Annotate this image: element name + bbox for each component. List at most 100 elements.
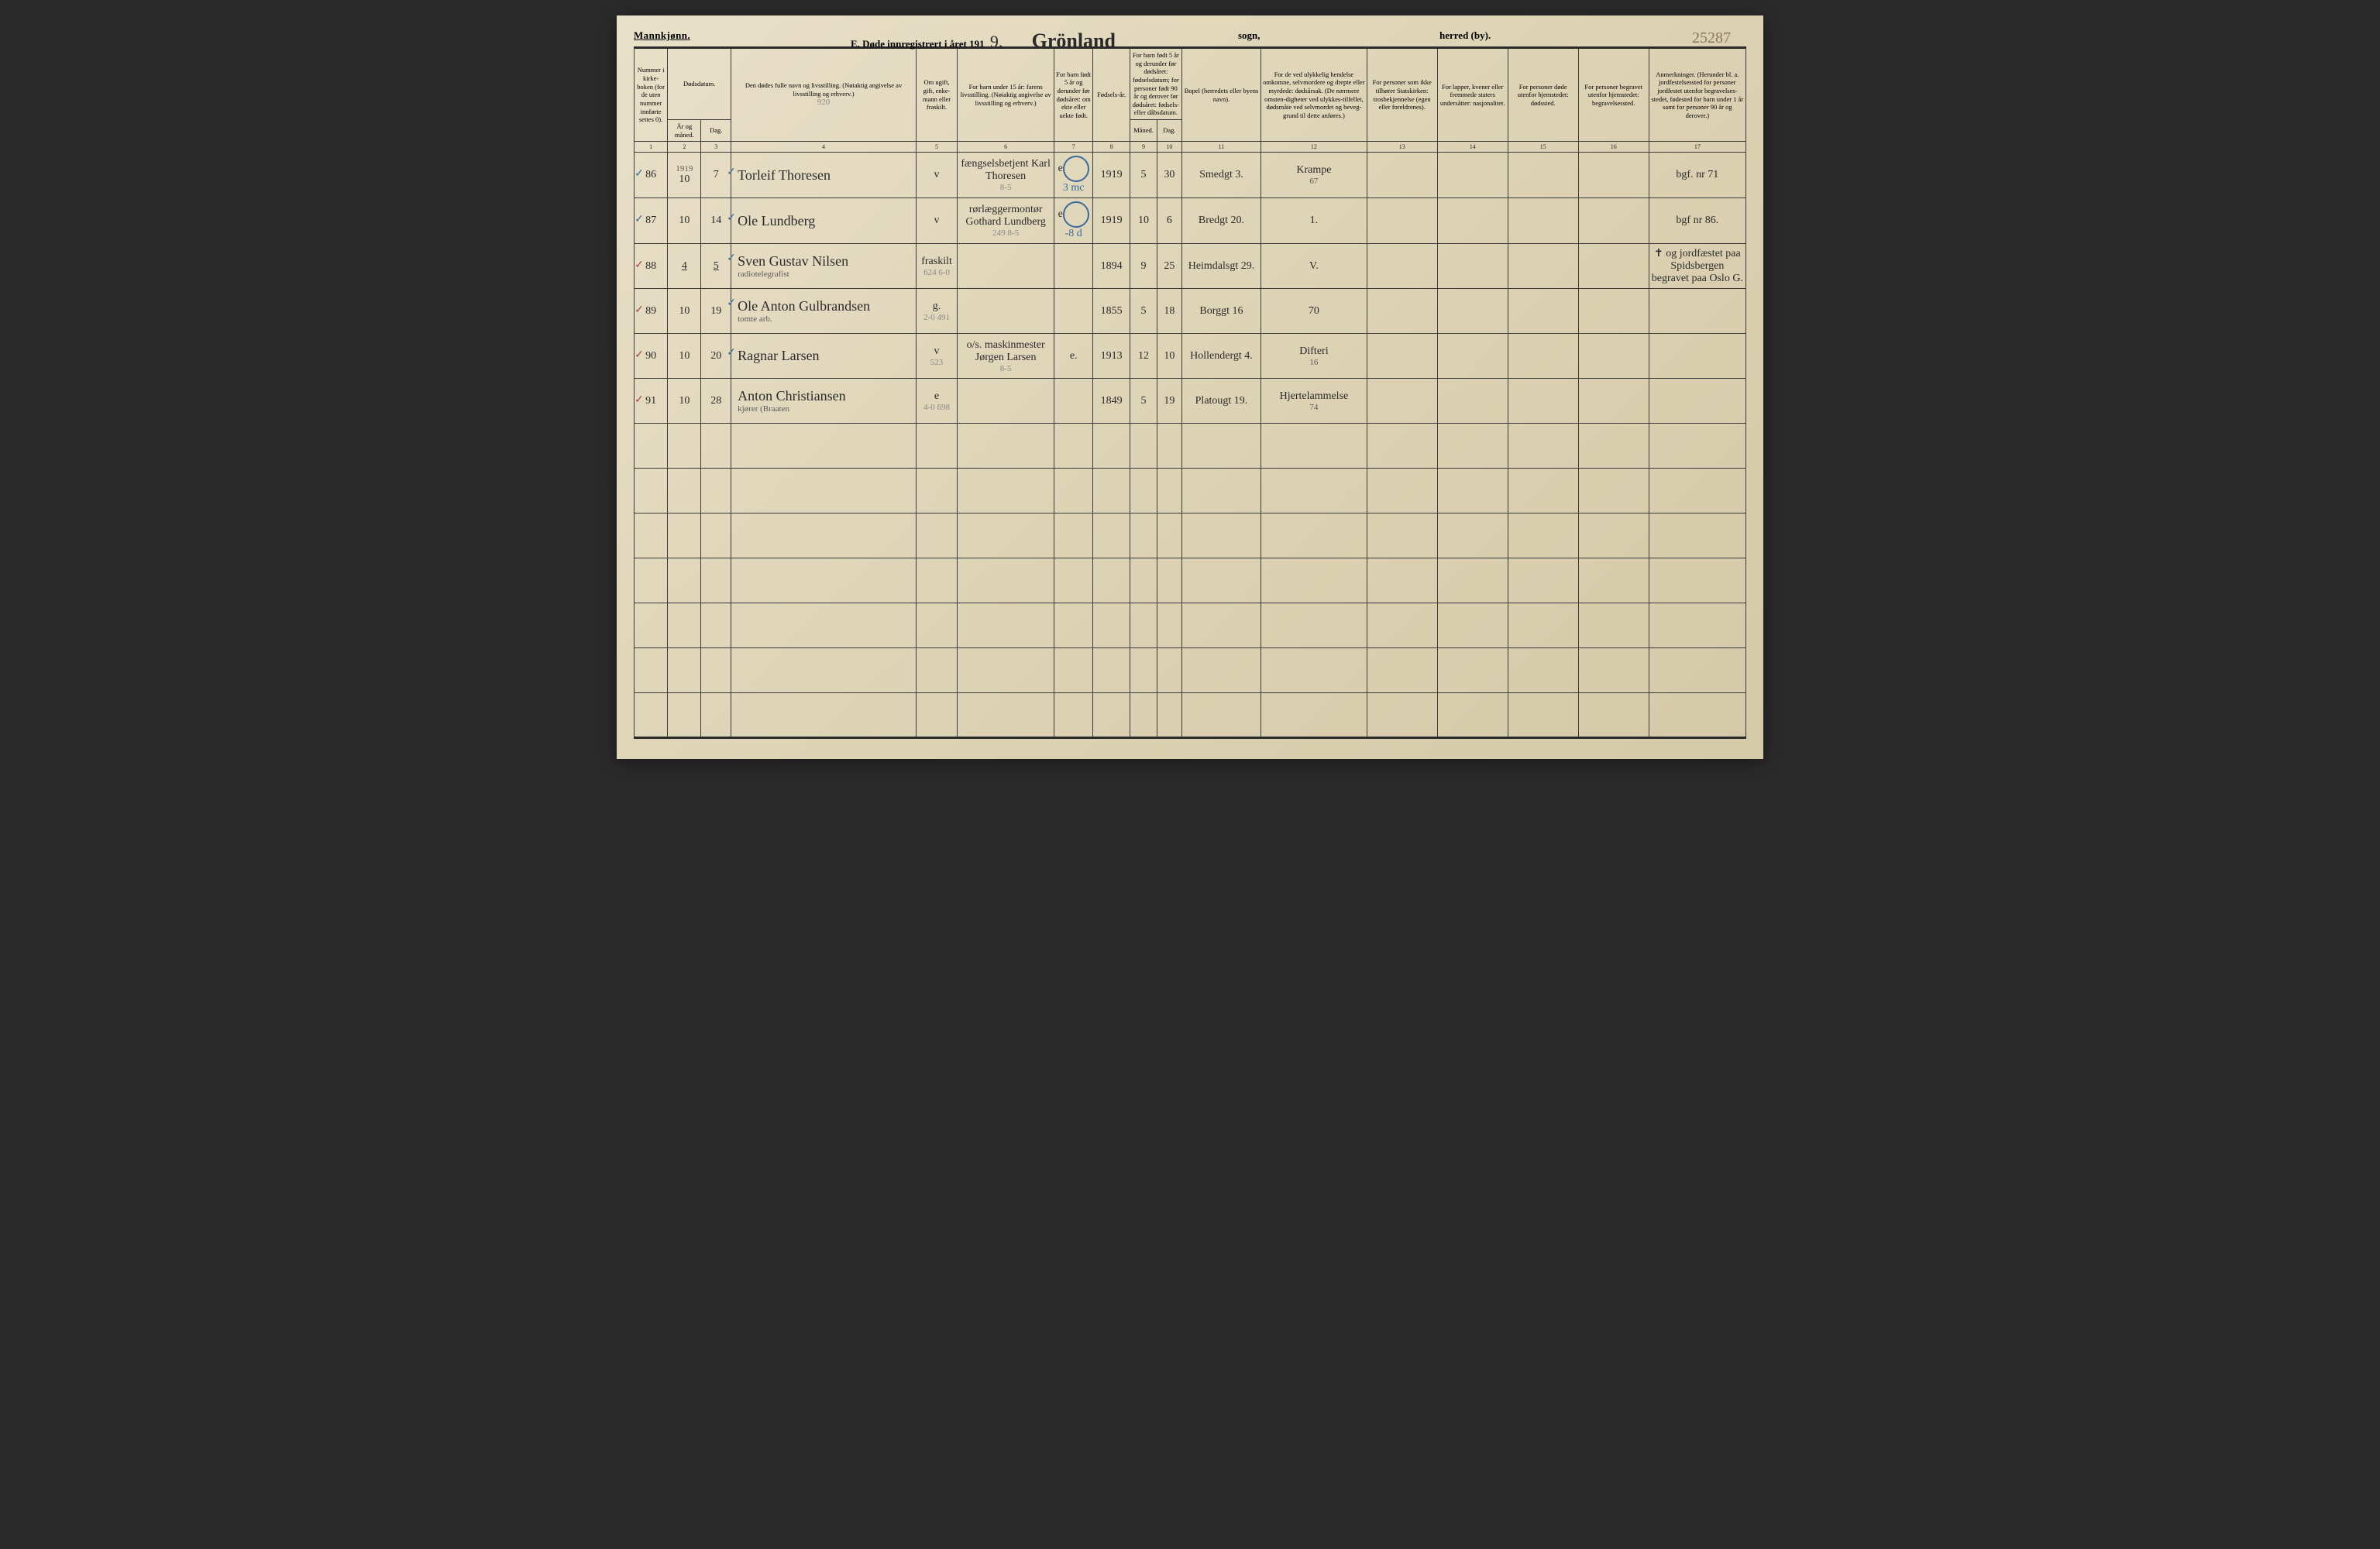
cell-num: ✓91 [635, 379, 668, 424]
cell-father [958, 379, 1054, 424]
hdr-bmonth: Måned. [1130, 120, 1157, 142]
table-row-empty [635, 513, 1746, 558]
cell-child5: e3 mc [1054, 153, 1093, 198]
cell-cause: 70 [1261, 289, 1367, 334]
cell-byear: 1919 [1093, 153, 1130, 198]
title: E. Døde innregistrert i året 191 9. Grön… [851, 29, 1116, 53]
cell-byear: 1855 [1093, 289, 1130, 334]
table-row-empty [635, 693, 1746, 738]
table-row: ✓91 10 28 Anton Christiansenkjører (Braa… [635, 379, 1746, 424]
cell-cause: Difteri16 [1261, 334, 1367, 379]
cell-name: ✓Ole Anton Gulbrandsentomte arb. [731, 289, 917, 334]
table-body: 1 2 3 4 5 6 7 8 9 10 11 12 13 14 15 16 1… [635, 142, 1746, 738]
cell-father [958, 289, 1054, 334]
year-digit: 9. [990, 32, 1003, 51]
cell-bday: 18 [1157, 289, 1181, 334]
table-row-empty [635, 648, 1746, 693]
table-row: ✓88 4 5 ✓Sven Gustav Nilsenradiotelegraf… [635, 244, 1746, 289]
cell-bmonth: 5 [1130, 379, 1157, 424]
hdr-bday: Dag. [1157, 120, 1181, 142]
cell-note: ✝ og jordfæstet paa Spidsbergen begravet… [1649, 244, 1745, 289]
table-header: Nummer i kirke-boken (for de uten nummer… [635, 48, 1746, 142]
cell-bmonth: 10 [1130, 198, 1157, 244]
hdr-child5: For barn født 5 år og derunder før dødså… [1054, 48, 1093, 142]
cell-byear: 1913 [1093, 334, 1130, 379]
cell-addr: Platougt 19. [1181, 379, 1261, 424]
cell-status: g.2-0 491 [917, 289, 958, 334]
cell-ym: 10 [668, 379, 701, 424]
sogn-label: sogn, [1238, 29, 1261, 42]
hdr-birthdate: For barn født 5 år og derunder før dødså… [1130, 48, 1182, 120]
cell-num: ✓88 [635, 244, 668, 289]
cell-status: v [917, 153, 958, 198]
cell-addr: Heimdalsgt 29. [1181, 244, 1261, 289]
hdr-faith: For personer som ikke tilhører Statskirk… [1367, 48, 1437, 142]
cell-ym: 10 [668, 198, 701, 244]
cell-note: bgf. nr 71 [1649, 153, 1745, 198]
cell-name: ✓Sven Gustav Nilsenradiotelegrafist [731, 244, 917, 289]
hdr-cause: For de ved ulykkelig hendelse omkomne, s… [1261, 48, 1367, 142]
cell-num: ✓89 [635, 289, 668, 334]
cell-status: v [917, 198, 958, 244]
hdr-number: Nummer i kirke-boken (for de uten nummer… [635, 48, 668, 142]
hdr-name: Den dødes fulle navn og livsstilling. (N… [731, 48, 917, 142]
cell-father: fængselsbetjent Karl Thoresen8-5 [958, 153, 1054, 198]
table-row-empty [635, 603, 1746, 648]
cell-cause: Hjertelammelse74 [1261, 379, 1367, 424]
cell-note: bgf nr 86. [1649, 198, 1745, 244]
table-row: ✓90 10 20 ✓Ragnar Larsen v523 o/s. maski… [635, 334, 1746, 379]
circle-icon [1063, 201, 1089, 228]
cell-num: ✓87 [635, 198, 668, 244]
hdr-father: For barn under 15 år: farens livsstillin… [958, 48, 1054, 142]
cell-bmonth: 5 [1130, 289, 1157, 334]
cell-child5 [1054, 379, 1093, 424]
cell-ym: 10 [668, 334, 701, 379]
cell-num: ✓86 [635, 153, 668, 198]
cell-status: fraskilt624 6-0 [917, 244, 958, 289]
hdr-day: Dag. [701, 120, 731, 142]
hdr-nationality: For lapper, kvener eller fremmede stater… [1437, 48, 1508, 142]
hdr-birthyear: Fødsels-år. [1093, 48, 1130, 142]
cell-addr: Borggt 16 [1181, 289, 1261, 334]
cell-father: o/s. maskinmester Jørgen Larsen8-5 [958, 334, 1054, 379]
table-row: ✓89 10 19 ✓Ole Anton Gulbrandsentomte ar… [635, 289, 1746, 334]
hdr-deathdate: Dødsdatum. [668, 48, 731, 120]
cell-addr: Hollendergt 4. [1181, 334, 1261, 379]
cell-father: rørlæggermontør Gothard Lundberg249 8-5 [958, 198, 1054, 244]
cell-child5 [1054, 289, 1093, 334]
table-row-empty [635, 424, 1746, 469]
hdr-notes: Anmerkninger. (Herunder bl. a. jordfeste… [1649, 48, 1745, 142]
circle-icon [1063, 156, 1089, 182]
gender-label: Mannkjønn. [634, 29, 690, 42]
cell-name: Anton Christiansenkjører (Braaten [731, 379, 917, 424]
cell-cause: V. [1261, 244, 1367, 289]
cell-day: 5 [701, 244, 731, 289]
cell-day: 19 [701, 289, 731, 334]
cell-child5: e. [1054, 334, 1093, 379]
cell-bmonth: 5 [1130, 153, 1157, 198]
cell-byear: 1849 [1093, 379, 1130, 424]
cell-status: e4-0 698 [917, 379, 958, 424]
cell-bday: 19 [1157, 379, 1181, 424]
cell-bmonth: 12 [1130, 334, 1157, 379]
cell-ym: 4 [668, 244, 701, 289]
cell-name: ✓Ole Lundberg [731, 198, 917, 244]
cell-ym: 10 [668, 289, 701, 334]
cell-addr: Smedgt 3. [1181, 153, 1261, 198]
cell-status: v523 [917, 334, 958, 379]
ledger-table: Nummer i kirke-boken (for de uten nummer… [634, 46, 1746, 739]
cell-byear: 1919 [1093, 198, 1130, 244]
cell-ym: 191910 [668, 153, 701, 198]
cell-name: ✓Ragnar Larsen [731, 334, 917, 379]
cell-child5: e-8 d [1054, 198, 1093, 244]
cell-father [958, 244, 1054, 289]
cell-day: 28 [701, 379, 731, 424]
hdr-burialplace: For personer begravet utenfor hjemstedet… [1578, 48, 1649, 142]
cell-note [1649, 334, 1745, 379]
table-row-empty [635, 558, 1746, 603]
table-row: ✓86 191910 7 ✓Torleif Thoresen v fængsel… [635, 153, 1746, 198]
cell-note [1649, 289, 1745, 334]
cell-bday: 30 [1157, 153, 1181, 198]
cell-cause: 1. [1261, 198, 1367, 244]
cell-cause: Krampe67 [1261, 153, 1367, 198]
